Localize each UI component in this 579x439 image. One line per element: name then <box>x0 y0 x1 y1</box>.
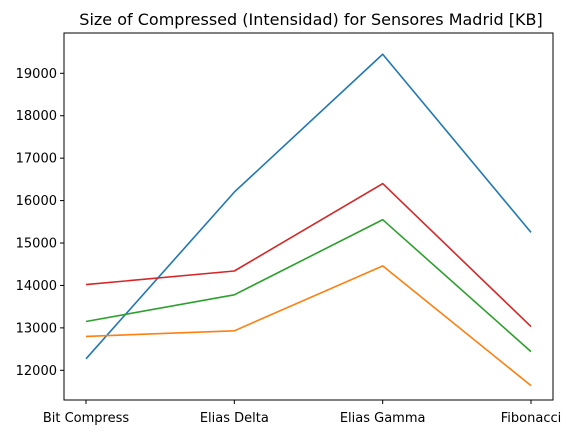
x-tick-label: Elias Delta <box>200 411 269 426</box>
y-tick-label: 14000 <box>16 279 57 294</box>
series-line-4 <box>85 182 532 328</box>
y-tick-label: 17000 <box>16 152 57 167</box>
y-tick-label: 16000 <box>16 194 57 209</box>
y-tick-label: 15000 <box>16 237 57 252</box>
plot-frame <box>63 32 554 401</box>
series-line-3 <box>85 218 532 353</box>
y-tick-label: 12000 <box>16 364 57 379</box>
y-tick-label: 19000 <box>16 67 57 82</box>
chart-title: Size of Compressed (Intensidad) for Sens… <box>79 10 542 29</box>
plot-area: 12000 13000 14000 15000 16000 17000 18000 19000… <box>16 32 561 426</box>
series-line-1 <box>85 53 532 360</box>
series-line-2 <box>85 265 532 387</box>
x-tick-label: Fibonacci <box>501 411 561 426</box>
x-tick-label: Elias Gamma <box>340 411 426 426</box>
y-tick-label: 13000 <box>16 321 57 336</box>
y-tick-label: 18000 <box>16 109 57 124</box>
x-tick-label: Bit Compress <box>43 411 130 426</box>
